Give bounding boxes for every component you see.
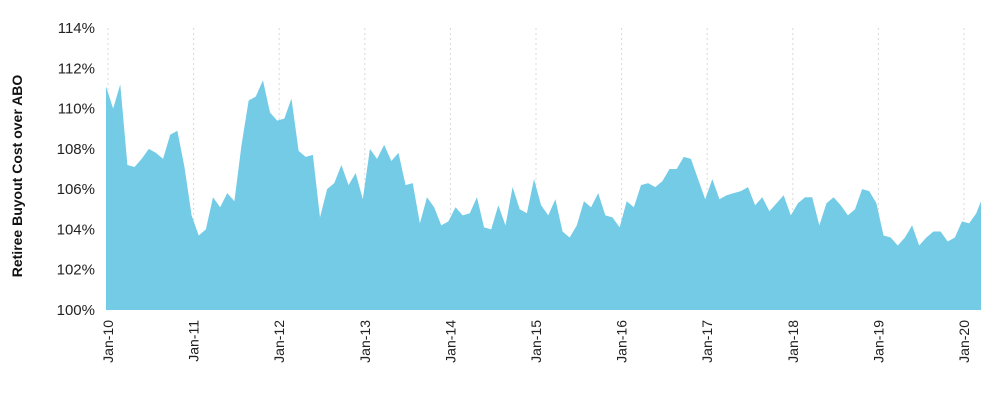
x-tick-label: Jan-19 — [870, 320, 886, 363]
y-tick-label: 108% — [57, 141, 95, 158]
x-tick-label: Jan-17 — [699, 320, 715, 363]
y-axis-ticks: 100% 102% 104% 106% 108% 110% 112% 114% — [57, 20, 95, 319]
x-tick-label: Jan-15 — [528, 320, 544, 363]
x-tick-label: Jan-16 — [614, 320, 630, 363]
x-tick-label: Jan-20 — [956, 320, 972, 363]
x-tick-label: Jan-10 — [100, 320, 116, 363]
y-tick-label: 102% — [57, 262, 95, 279]
y-axis-title: Retiree Buyout Cost over ABO — [9, 75, 25, 278]
x-tick-label: Jan-14 — [442, 320, 458, 363]
x-tick-label: Jan-13 — [357, 320, 373, 363]
x-tick-label: Jan-11 — [186, 320, 202, 362]
y-tick-label: 112% — [58, 60, 95, 77]
x-tick-label: Jan-12 — [271, 320, 287, 363]
y-tick-label: 100% — [57, 302, 95, 319]
series-area — [106, 80, 981, 311]
x-axis-ticks: Jan-10 Jan-11 Jan-12 Jan-13 Jan-14 Jan-15 Jan-… — [100, 320, 972, 363]
y-tick-label: 106% — [57, 181, 95, 198]
y-tick-label: 114% — [58, 20, 95, 37]
y-tick-label: 110% — [58, 101, 95, 118]
y-tick-label: 104% — [57, 221, 95, 238]
x-tick-label: Jan-18 — [785, 320, 801, 363]
